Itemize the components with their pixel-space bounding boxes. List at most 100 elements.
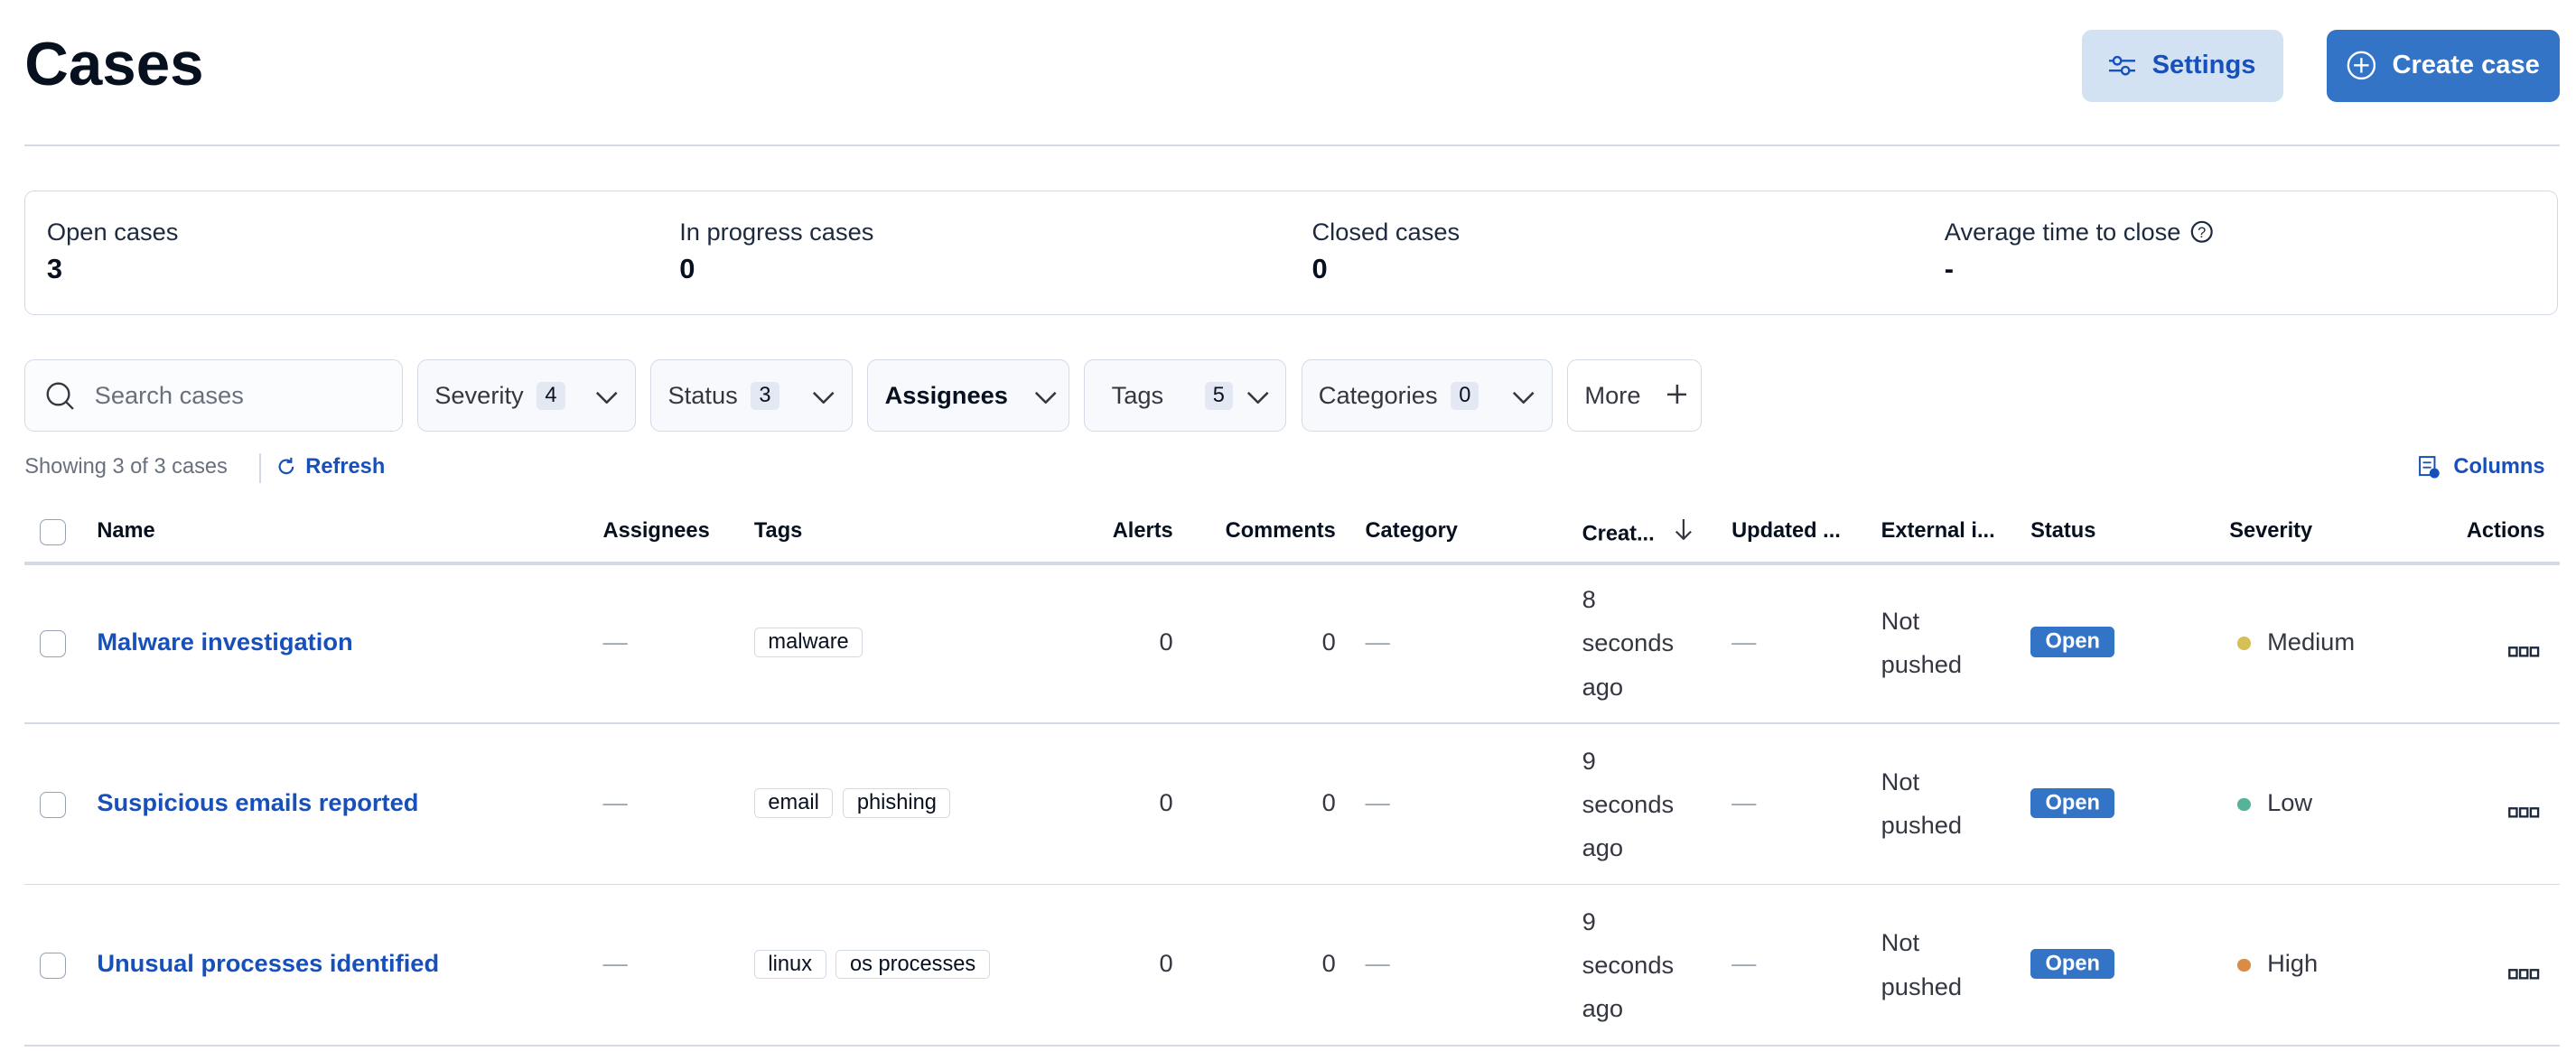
- row-divider: [24, 1044, 2560, 1046]
- col-assignees[interactable]: Assignees: [602, 518, 710, 543]
- row-actions-button[interactable]: [2508, 796, 2540, 825]
- created-text: ago: [1582, 994, 1624, 1023]
- severity-label: Medium: [2267, 627, 2356, 656]
- more-filter-button[interactable]: More: [1567, 359, 1703, 432]
- status-badge[interactable]: Open: [2030, 948, 2115, 980]
- tag-badge[interactable]: phishing: [843, 788, 951, 819]
- stats-panel: Open cases 3 In progress cases 0 Closed ca…: [24, 190, 2559, 316]
- col-tags[interactable]: Tags: [753, 518, 803, 543]
- category-cell: —: [1365, 788, 1390, 817]
- status-filter[interactable]: Status 3: [650, 359, 853, 432]
- created-text: seconds: [1582, 628, 1675, 657]
- col-actions: Actions: [2466, 518, 2545, 543]
- assignees-filter[interactable]: Assignees: [867, 359, 1070, 432]
- col-alerts[interactable]: Alerts: [1112, 518, 1173, 543]
- question-circle-icon[interactable]: ?: [2190, 220, 2214, 244]
- refresh-icon: [278, 458, 294, 475]
- filter-label: Categories: [1318, 381, 1438, 410]
- row-checkbox[interactable]: [39, 791, 66, 818]
- stat-value: 0: [679, 253, 695, 285]
- col-updated[interactable]: Updated ...: [1731, 518, 1841, 543]
- tag-badge[interactable]: linux: [753, 949, 826, 980]
- chevron-down-icon: [1034, 381, 1057, 410]
- stat-avg-time: Average time to close ? -: [1945, 218, 2214, 285]
- created-text: seconds: [1582, 789, 1675, 818]
- category-cell: —: [1365, 627, 1390, 656]
- tag-badge[interactable]: malware: [753, 628, 863, 657]
- row-checkbox[interactable]: [39, 630, 66, 657]
- col-external[interactable]: External i...: [1881, 518, 1995, 543]
- created-cell: 8 seconds ago: [1582, 578, 1675, 709]
- settings-label: Settings: [2151, 51, 2256, 80]
- select-all-checkbox[interactable]: [39, 518, 66, 545]
- tags-cell: malware: [753, 626, 873, 657]
- settings-button[interactable]: Settings: [2081, 29, 2284, 102]
- col-category[interactable]: Category: [1365, 518, 1458, 543]
- showing-count: Showing 3 of 3 cases: [24, 454, 228, 479]
- category-cell: —: [1365, 949, 1390, 978]
- chevron-down-icon: [1246, 381, 1269, 410]
- col-severity[interactable]: Severity: [2229, 518, 2313, 543]
- row-actions-button[interactable]: [2508, 957, 2540, 986]
- external-text: Not: [1881, 767, 1920, 796]
- col-created[interactable]: Creat...: [1582, 518, 1694, 547]
- tags-filter[interactable]: Tags 5: [1084, 359, 1287, 432]
- columns-button[interactable]: Columns: [2419, 455, 2544, 479]
- plus-icon: [1666, 381, 1687, 410]
- ellipsis-icon: [2508, 646, 2540, 657]
- filter-label: Assignees: [884, 381, 1008, 410]
- stat-in-progress: In progress cases 0: [679, 218, 873, 285]
- comments-cell: 0: [1321, 627, 1336, 656]
- severity-filter[interactable]: Severity 4: [417, 359, 636, 432]
- divider: [24, 144, 2560, 146]
- severity-cell: Low: [2237, 788, 2312, 817]
- stat-label: Open cases: [46, 218, 179, 246]
- created-text: ago: [1582, 672, 1624, 701]
- tag-badge[interactable]: os processes: [835, 949, 990, 980]
- stat-label: Closed cases: [1311, 218, 1461, 246]
- filter-count: 0: [1451, 382, 1479, 410]
- status-badge[interactable]: Open: [2030, 627, 2115, 657]
- created-text: seconds: [1582, 950, 1675, 979]
- columns-label: Columns: [2453, 454, 2545, 479]
- stat-label: Average time to close: [1944, 218, 2181, 246]
- tags-cell: email phishing: [753, 786, 960, 819]
- ellipsis-icon: [2508, 968, 2540, 980]
- col-comments[interactable]: Comments: [1225, 518, 1336, 543]
- create-case-button[interactable]: Create case: [2326, 29, 2560, 102]
- status-badge[interactable]: Open: [2030, 787, 2115, 818]
- row-actions-button[interactable]: [2508, 636, 2540, 665]
- col-status[interactable]: Status: [2030, 518, 2096, 543]
- case-name-link[interactable]: Suspicious emails reported: [97, 788, 419, 817]
- filter-label: Severity: [434, 381, 524, 410]
- case-name-link[interactable]: Unusual processes identified: [97, 949, 440, 978]
- external-text: pushed: [1881, 650, 1963, 679]
- chevron-down-icon: [595, 381, 618, 410]
- search-placeholder: Search cases: [94, 381, 244, 410]
- row-checkbox[interactable]: [39, 952, 66, 980]
- filter-count: 3: [751, 382, 779, 410]
- refresh-button[interactable]: Refresh: [276, 455, 385, 479]
- divider: [259, 453, 262, 483]
- filter-count: 5: [1204, 382, 1233, 410]
- external-text: Not: [1881, 928, 1920, 957]
- stat-value: 0: [1311, 253, 1328, 285]
- ellipsis-icon: [2508, 807, 2540, 818]
- created-text: 9: [1582, 746, 1596, 775]
- severity-label: High: [2267, 949, 2319, 978]
- tag-badge[interactable]: email: [753, 788, 834, 819]
- case-name-link[interactable]: Malware investigation: [97, 627, 353, 656]
- created-cell: 9 seconds ago: [1582, 900, 1675, 1031]
- severity-cell: Medium: [2237, 628, 2355, 656]
- stat-label: In progress cases: [679, 218, 874, 246]
- external-incident-cell: Not pushed: [1881, 921, 1962, 1008]
- tags-cell: linux os processes: [753, 948, 1000, 980]
- categories-filter[interactable]: Categories 0: [1301, 359, 1553, 432]
- search-input[interactable]: Search cases: [24, 359, 403, 432]
- search-icon: [46, 382, 74, 410]
- severity-dot-icon: [2237, 958, 2251, 972]
- comments-cell: 0: [1321, 788, 1336, 817]
- row-divider: [24, 722, 2560, 725]
- col-created-label: Creat...: [1582, 522, 1655, 546]
- col-name[interactable]: Name: [97, 518, 155, 543]
